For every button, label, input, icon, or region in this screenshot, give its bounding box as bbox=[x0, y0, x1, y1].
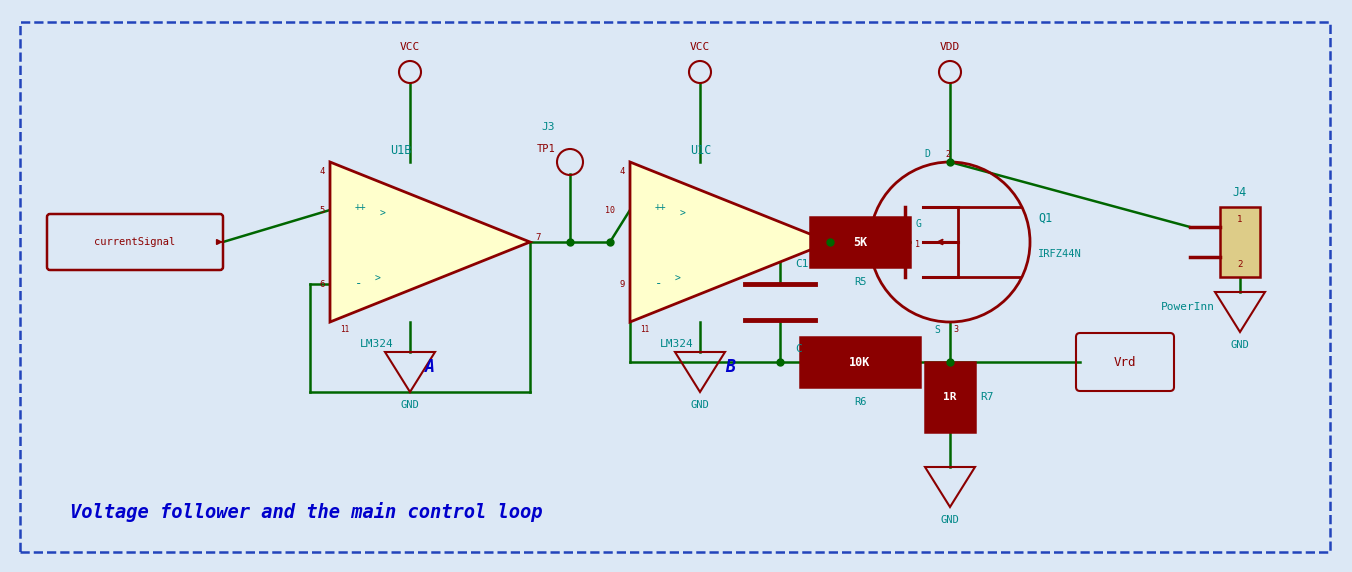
Text: GND: GND bbox=[400, 400, 419, 410]
Text: R7: R7 bbox=[980, 392, 994, 402]
Text: ++: ++ bbox=[356, 202, 366, 212]
Text: 1R: 1R bbox=[944, 392, 957, 402]
Text: 4: 4 bbox=[619, 167, 625, 176]
Text: >: > bbox=[680, 209, 685, 219]
FancyBboxPatch shape bbox=[20, 22, 1330, 552]
Text: J4: J4 bbox=[1233, 186, 1247, 199]
FancyBboxPatch shape bbox=[1220, 207, 1260, 277]
FancyBboxPatch shape bbox=[925, 362, 975, 432]
Text: -: - bbox=[356, 277, 362, 290]
Text: 10K: 10K bbox=[849, 356, 871, 368]
Text: 2: 2 bbox=[945, 150, 950, 159]
Text: LM324: LM324 bbox=[360, 339, 393, 349]
Text: GND: GND bbox=[941, 515, 960, 525]
Text: 11: 11 bbox=[339, 325, 349, 334]
Text: VDD: VDD bbox=[940, 42, 960, 52]
Text: U1C: U1C bbox=[690, 144, 711, 157]
Text: 11: 11 bbox=[639, 325, 649, 334]
FancyBboxPatch shape bbox=[810, 217, 910, 267]
Text: GND: GND bbox=[691, 400, 710, 410]
Text: 7: 7 bbox=[535, 232, 541, 241]
Text: TP1: TP1 bbox=[537, 144, 556, 154]
Text: >: > bbox=[675, 274, 681, 284]
Text: 5: 5 bbox=[319, 205, 324, 214]
Polygon shape bbox=[330, 162, 530, 322]
Text: 4: 4 bbox=[319, 167, 324, 176]
Text: >: > bbox=[375, 274, 381, 284]
Polygon shape bbox=[630, 162, 830, 322]
Text: PowerInn: PowerInn bbox=[1161, 302, 1215, 312]
Text: J3: J3 bbox=[542, 122, 556, 132]
Text: >: > bbox=[380, 209, 385, 219]
Text: Q1: Q1 bbox=[1038, 212, 1052, 225]
Text: -: - bbox=[654, 277, 662, 290]
Text: C1: C1 bbox=[795, 259, 808, 269]
Text: B: B bbox=[725, 358, 735, 376]
Text: D: D bbox=[925, 149, 930, 159]
Text: 3: 3 bbox=[953, 325, 959, 334]
Text: Vrd: Vrd bbox=[1114, 356, 1136, 368]
Text: C: C bbox=[795, 344, 802, 354]
Text: 2: 2 bbox=[1237, 260, 1242, 269]
Text: G: G bbox=[915, 219, 921, 229]
Text: IRFZ44N: IRFZ44N bbox=[1038, 249, 1082, 259]
Text: 1: 1 bbox=[915, 240, 919, 249]
FancyBboxPatch shape bbox=[800, 337, 919, 387]
Text: 5K: 5K bbox=[853, 236, 867, 248]
Text: 8: 8 bbox=[836, 232, 841, 241]
Text: Voltage follower and the main control loop: Voltage follower and the main control lo… bbox=[70, 502, 542, 522]
Text: 9: 9 bbox=[619, 280, 625, 288]
Text: A: A bbox=[425, 358, 435, 376]
Text: 1: 1 bbox=[1237, 215, 1242, 224]
Text: ++: ++ bbox=[654, 202, 667, 212]
Text: R6: R6 bbox=[853, 397, 867, 407]
Text: 6: 6 bbox=[319, 280, 324, 288]
Text: U1B: U1B bbox=[389, 144, 411, 157]
Text: S: S bbox=[934, 325, 940, 335]
Text: VCC: VCC bbox=[400, 42, 420, 52]
Text: GND: GND bbox=[1230, 340, 1249, 350]
Text: currentSignal: currentSignal bbox=[95, 237, 176, 247]
Text: R5: R5 bbox=[853, 277, 867, 287]
Text: LM324: LM324 bbox=[660, 339, 694, 349]
Text: 10: 10 bbox=[604, 205, 615, 214]
Text: VCC: VCC bbox=[690, 42, 710, 52]
